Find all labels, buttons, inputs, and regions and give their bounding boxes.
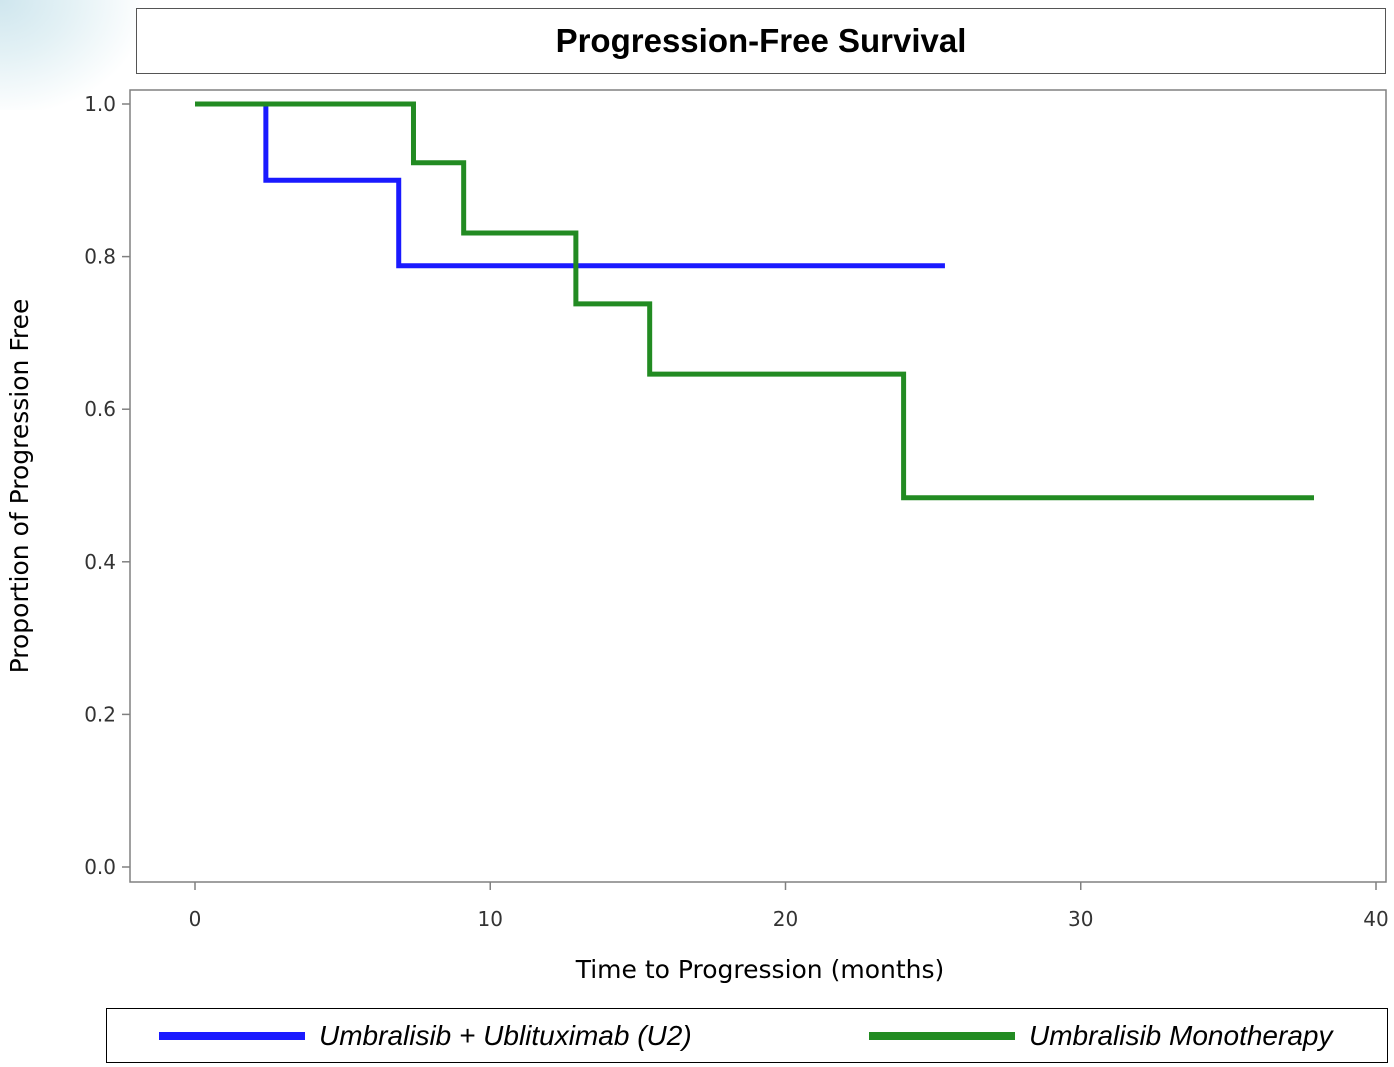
axes-group: 0.0 0.2 0.4 0.6 0.8 1.0 0 10 20 30 40 [84, 89, 1389, 931]
km-chart: 0.0 0.2 0.4 0.6 0.8 1.0 0 10 20 30 40 Time to Prog… [5, 89, 1389, 984]
x-axis-title: Time to Progression (months) [575, 955, 945, 984]
legend-label-monotherapy: Umbralisib Monotherapy [1029, 1019, 1333, 1051]
series-line-u2 [195, 101, 945, 269]
x-tick-label: 10 [478, 907, 503, 931]
y-axis-title: Proportion of Progression Free [5, 299, 34, 674]
legend-item-u2: Umbralisib + Ublituximab (U2) [159, 1009, 692, 1062]
x-tick-label: 30 [1068, 907, 1093, 931]
x-tick-label: 40 [1363, 907, 1388, 931]
chart-title: Progression-Free Survival [555, 22, 967, 59]
series-line-monotherapy [195, 101, 1314, 501]
legend-swatch-u2 [159, 1031, 305, 1040]
legend-swatch-monotherapy [869, 1031, 1015, 1040]
y-tick-label: 0.2 [84, 702, 116, 726]
y-tick-label: 0.4 [84, 550, 116, 574]
y-tick-label: 0.0 [84, 855, 116, 879]
series-group [195, 101, 1314, 501]
plot-frame [129, 89, 1387, 883]
legend-item-monotherapy: Umbralisib Monotherapy [869, 1009, 1332, 1062]
y-tick-label: 0.8 [84, 245, 116, 269]
chart-title-box: Progression-Free Survival [136, 8, 1386, 74]
legend: Umbralisib + Ublituximab (U2) Umbralisib… [106, 1008, 1388, 1063]
y-tick-label: 0.6 [84, 397, 116, 421]
legend-label-u2: Umbralisib + Ublituximab (U2) [319, 1019, 692, 1051]
background-corner-decoration [0, 0, 140, 110]
y-tick-label: 1.0 [84, 92, 116, 116]
x-tick-label: 20 [773, 907, 798, 931]
x-tick-label: 0 [189, 907, 202, 931]
